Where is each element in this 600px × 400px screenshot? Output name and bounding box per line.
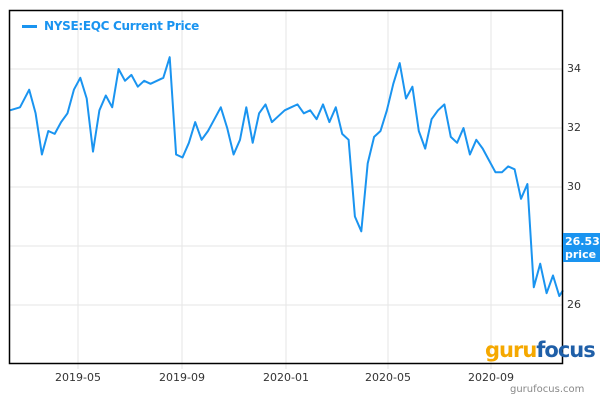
y-tick-26: 26 (567, 298, 581, 311)
logo-guru: guru (485, 338, 537, 362)
last-price-flag: 26.53 price (563, 233, 600, 262)
y-tick-34: 34 (567, 62, 581, 75)
gurufocus-logo: gurufocus (485, 338, 596, 362)
legend[interactable]: NYSE:EQC Current Price (22, 19, 199, 33)
x-tick-2020-05: 2020-05 (365, 371, 411, 384)
y-tick-32: 32 (567, 121, 581, 134)
last-price-value: 26.53 (565, 235, 600, 248)
last-price-label: price (565, 248, 597, 261)
x-tick-2020-01: 2020-01 (263, 371, 309, 384)
y-tick-30: 30 (567, 180, 581, 193)
plot-border (8, 9, 564, 365)
x-tick-2019-05: 2019-05 (55, 371, 101, 384)
site-watermark: gurufocus.com (510, 384, 585, 395)
x-tick-2020-09: 2020-09 (468, 371, 514, 384)
price-line (9, 56, 564, 298)
logo-focus: focus (536, 338, 595, 362)
x-tick-2019-09: 2019-09 (159, 371, 205, 384)
grid-lines (10, 10, 563, 369)
legend-line-icon (22, 24, 37, 28)
legend-label: NYSE:EQC Current Price (44, 19, 200, 33)
